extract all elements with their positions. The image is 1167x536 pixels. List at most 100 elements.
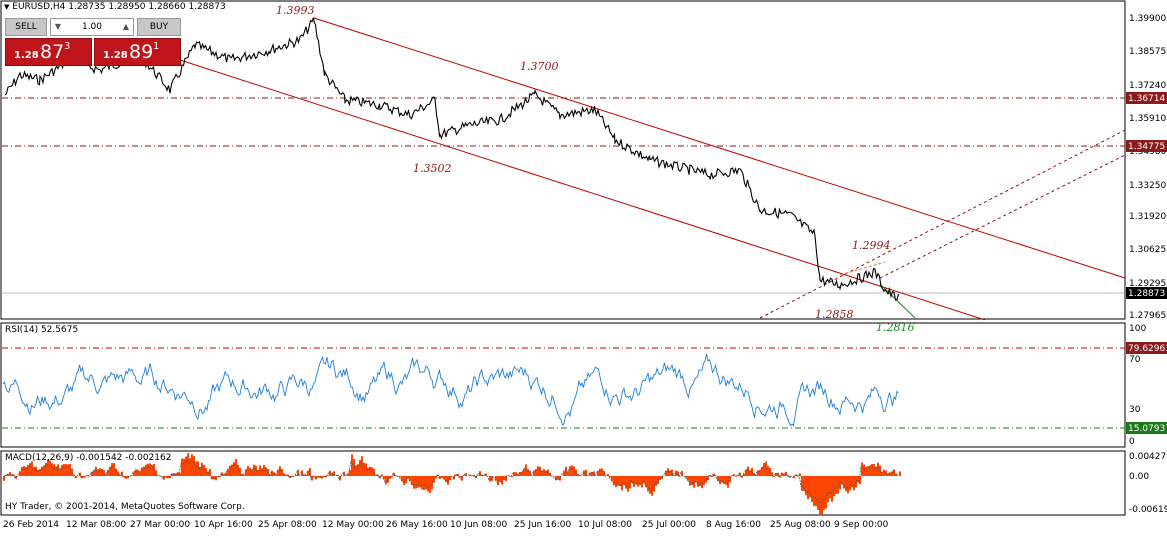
macd-bar <box>767 466 769 476</box>
macd-bar <box>403 476 405 485</box>
macd-bar <box>371 467 373 476</box>
macd-bar <box>247 466 249 476</box>
macd-bar <box>833 476 835 496</box>
sell-button[interactable]: 1.28 87 3 <box>5 38 92 66</box>
macd-bar <box>827 476 829 502</box>
annotation-green-low[interactable]: 1.2816 <box>876 321 915 334</box>
macd-bar <box>697 476 699 487</box>
buy-price-fraction: 1 <box>153 41 159 52</box>
macd-bar <box>201 463 203 476</box>
sell-price-fraction: 3 <box>64 41 70 52</box>
time-tick: 26 Feb 2014 <box>3 520 59 530</box>
macd-bar <box>627 476 629 492</box>
macd-bar <box>597 471 599 476</box>
time-tick: 26 May 16:00 <box>386 520 448 530</box>
one-click-trading-panel: SELL ▼ 1.00 ▲ BUY 1.28 87 3 1.28 89 1 <box>5 18 181 66</box>
macd-bar <box>649 476 651 494</box>
macd-bar <box>21 467 23 476</box>
macd-bar <box>133 471 135 476</box>
annotation-mid[interactable]: 1.3700 <box>520 60 559 73</box>
dropdown-icon[interactable]: ▼ <box>4 3 9 11</box>
bid-tag: 1.28873 <box>1128 289 1165 299</box>
macd-bar <box>243 475 245 476</box>
symbol-info: EURUSD,H4 1.28735 1.28950 1.28660 1.2887… <box>12 2 225 12</box>
macd-bar <box>253 465 255 476</box>
macd-bar <box>875 467 877 476</box>
time-tick: 12 May 00:00 <box>322 520 384 530</box>
macd-tick: 0.004279 <box>1129 452 1167 462</box>
macd-bar <box>65 464 67 476</box>
macd-bar <box>93 470 95 476</box>
rsi-tick: 30 <box>1129 405 1141 415</box>
macd-bar <box>427 476 429 491</box>
macd-bar <box>555 476 557 480</box>
lot-size-field[interactable]: ▼ 1.00 ▲ <box>50 18 134 36</box>
macd-bar <box>513 472 515 476</box>
rsi-pane[interactable]: 100 70 30 0 79.62963 15.07937 RSI(14) 52… <box>0 322 1167 448</box>
macd-bar <box>413 476 415 489</box>
macd-bar <box>625 476 627 489</box>
macd-bar <box>545 471 547 476</box>
macd-bar <box>641 476 643 488</box>
macd-bar <box>573 466 575 476</box>
rsi-title: RSI(14) 52.5675 <box>5 325 78 335</box>
macd-bar <box>417 476 419 488</box>
macd-bar <box>411 476 413 485</box>
macd-bar <box>489 476 491 482</box>
time-tick: 10 Jul 08:00 <box>578 520 632 530</box>
macd-bar <box>177 472 179 476</box>
macd-bar <box>63 464 65 476</box>
macd-bar <box>281 469 283 476</box>
macd-bar <box>831 476 833 502</box>
macd-bar <box>227 469 229 476</box>
rsi-chart[interactable]: 100 70 30 0 79.62963 15.07937 <box>0 322 1167 448</box>
macd-bar <box>723 476 725 484</box>
macd-bar <box>869 465 871 476</box>
macd-bar <box>839 476 841 490</box>
macd-bar <box>753 473 755 476</box>
time-tick: 9 Sep 00:00 <box>834 520 889 530</box>
macd-bar <box>265 467 267 476</box>
macd-bar <box>533 471 535 476</box>
macd-bar <box>263 465 265 476</box>
macd-bar <box>181 458 183 476</box>
macd-bar <box>853 476 855 490</box>
price-chart-pane[interactable]: 1.39900 1.38575 1.37240 1.35910 1.34580 … <box>0 0 1167 320</box>
macd-bar <box>769 468 771 476</box>
macd-bar <box>369 467 371 476</box>
macd-bar <box>873 464 875 476</box>
macd-bar <box>67 464 69 476</box>
macd-bar <box>621 476 623 490</box>
macd-bar <box>811 476 813 502</box>
time-tick: 8 Aug 16:00 <box>706 520 761 530</box>
macd-bar <box>655 476 657 486</box>
lot-value[interactable]: 1.00 <box>82 22 102 32</box>
macd-bar <box>147 464 149 476</box>
macd-bar <box>883 470 885 476</box>
annotation-high[interactable]: 1.3993 <box>276 4 315 17</box>
price-tick: 1.35910 <box>1129 114 1166 124</box>
macd-bar <box>537 466 539 476</box>
macd-bar <box>211 476 213 479</box>
annotation-low-1[interactable]: 1.3502 <box>413 162 452 175</box>
macd-bar <box>855 476 857 487</box>
buy-button[interactable]: 1.28 89 1 <box>94 38 181 66</box>
buy-label[interactable]: BUY <box>137 18 181 36</box>
macd-bar <box>429 476 431 493</box>
macd-bar <box>857 476 859 483</box>
macd-bar <box>865 467 867 476</box>
annotation-low-2[interactable]: 1.2858 <box>815 308 854 320</box>
price-tick: 1.39900 <box>1129 14 1166 24</box>
time-tick: 25 Aug 08:00 <box>770 520 831 530</box>
chart-title: ▼ EURUSD,H4 1.28735 1.28950 1.28660 1.28… <box>4 2 226 12</box>
sell-label[interactable]: SELL <box>5 18 47 36</box>
annotation-high-2[interactable]: 1.2994 <box>852 239 891 252</box>
lot-down-icon[interactable]: ▼ <box>53 21 63 33</box>
time-tick: 10 Apr 16:00 <box>194 520 253 530</box>
macd-bar <box>847 476 849 493</box>
macd-bar <box>37 470 39 476</box>
macd-pane[interactable]: 0.004279 0.00 -0.006195 MACD(12,26,9) -0… <box>0 450 1167 516</box>
macd-bar <box>803 476 805 491</box>
lot-up-icon[interactable]: ▲ <box>121 21 131 33</box>
buy-price-prefix: 1.28 <box>103 50 128 61</box>
